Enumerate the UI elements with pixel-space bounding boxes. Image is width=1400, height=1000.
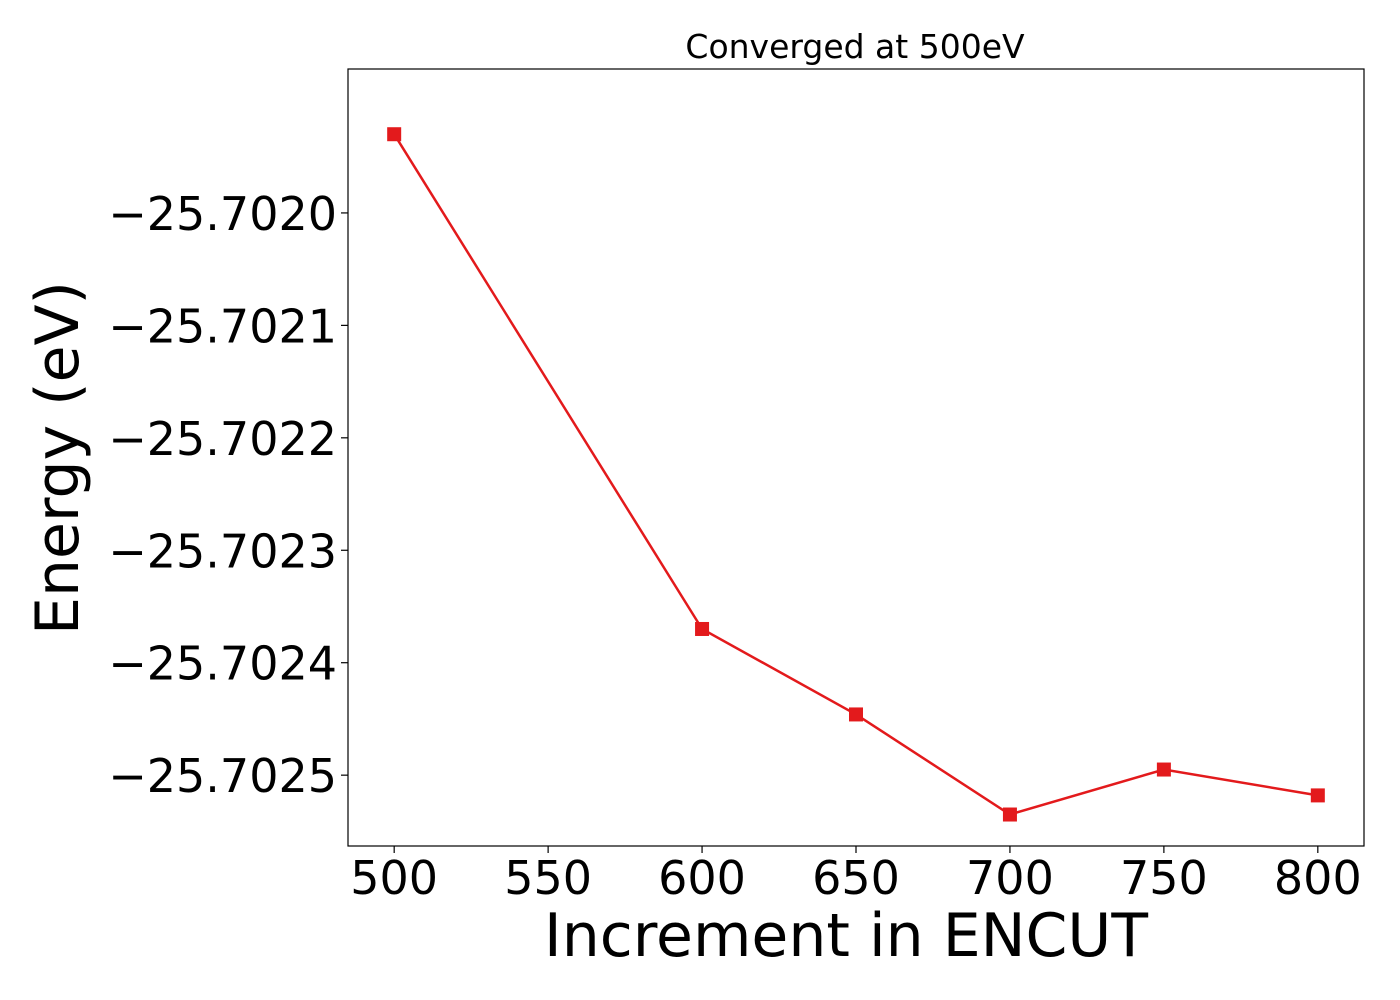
x-tick-label: 800	[1274, 851, 1362, 905]
data-point-marker	[849, 707, 863, 722]
y-tick-label: −25.7021	[108, 299, 337, 353]
data-point-marker	[387, 127, 402, 142]
x-axis-label: Increment in ENCUT	[544, 901, 1148, 971]
data-point-marker	[695, 621, 710, 636]
x-tick-label: 600	[658, 851, 746, 905]
data-point-marker	[1002, 807, 1017, 822]
y-tick-label: −25.7024	[108, 637, 337, 691]
y-tick-label: −25.7022	[108, 412, 337, 466]
y-tick-label: −25.7020	[108, 187, 337, 241]
x-tick-label: 750	[1120, 851, 1208, 905]
y-tick-label: −25.7025	[108, 749, 337, 803]
x-axis-ticks: 500 550 600 650 700 750 800	[350, 846, 1362, 905]
y-tick-label: −25.7023	[108, 524, 337, 578]
plot-area-frame	[347, 68, 1365, 847]
data-point-marker	[1310, 788, 1325, 803]
data-point-marker	[1156, 762, 1171, 777]
series-line	[393, 133, 1319, 816]
x-tick-label: 500	[350, 851, 438, 905]
chart-title: Converged at 500eV	[685, 27, 1025, 66]
y-axis-label: Energy (eV)	[23, 281, 93, 635]
x-tick-label: 700	[966, 851, 1054, 905]
x-tick-label: 650	[812, 851, 900, 905]
series-layer	[387, 127, 1325, 822]
x-tick-label: 550	[504, 851, 592, 905]
y-axis-ticks: −25.7020 −25.7021 −25.7022 −25.7023 −25.7024…	[108, 187, 348, 803]
